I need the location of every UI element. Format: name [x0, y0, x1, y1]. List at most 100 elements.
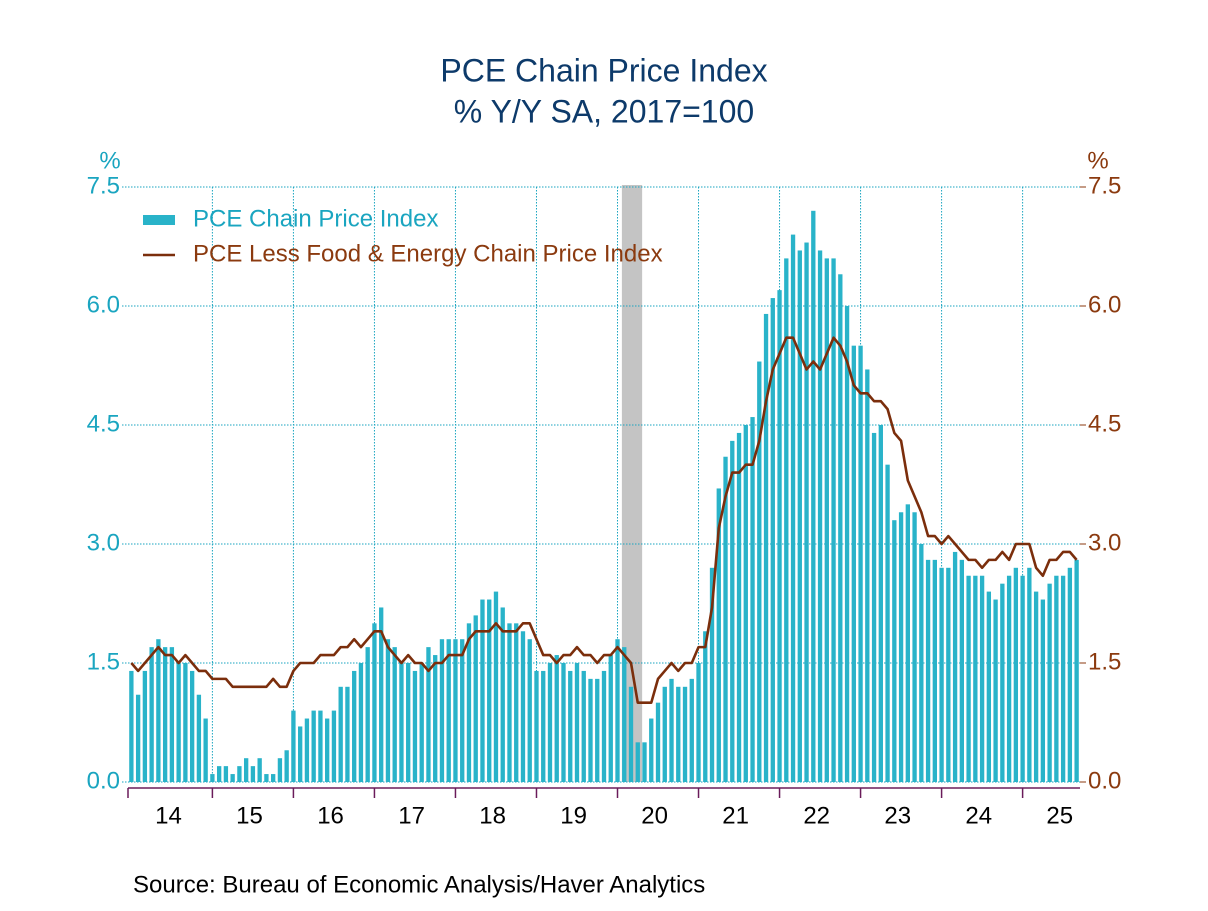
bar: [655, 702, 661, 782]
bar: [635, 742, 640, 782]
bar: [588, 678, 593, 782]
bar: [520, 631, 526, 782]
bar: [129, 670, 134, 782]
bar: [858, 345, 863, 782]
bar: [844, 306, 850, 782]
bar: [487, 599, 492, 782]
bar: [817, 250, 823, 782]
bar: [196, 694, 202, 782]
x-tick-label: 22: [803, 802, 830, 829]
bar: [298, 726, 303, 782]
bar: [156, 639, 161, 782]
bar: [392, 647, 397, 782]
x-tick-label: 17: [398, 802, 425, 829]
bar: [453, 639, 458, 782]
y2-tick-label: 7.5: [1088, 172, 1121, 199]
bar: [372, 623, 377, 782]
bar: [838, 274, 843, 782]
bar: [797, 250, 802, 782]
bar: [642, 742, 647, 782]
bar: [338, 686, 343, 782]
bar: [554, 655, 559, 782]
y2-tick-label: 0.0: [1088, 767, 1121, 794]
bar: [345, 686, 350, 782]
chart-title: PCE Chain Price Index: [440, 52, 767, 88]
bar: [534, 670, 539, 782]
line: [130, 336, 1078, 704]
bar: [311, 710, 316, 782]
bar: [1047, 583, 1052, 782]
bar: [399, 663, 404, 782]
bar: [1060, 575, 1066, 782]
bar: [203, 718, 208, 782]
bar: [149, 647, 154, 782]
y-tick-label: 3.0: [87, 529, 120, 556]
bar: [514, 623, 519, 782]
bar: [831, 258, 836, 782]
x-tick-label: 20: [641, 802, 668, 829]
bar: [770, 298, 775, 782]
bar: [979, 575, 985, 782]
bar: [385, 639, 391, 782]
chart-subtitle: % Y/Y SA, 2017=100: [454, 93, 754, 129]
bar: [574, 663, 580, 782]
y-tick-label: 1.5: [87, 648, 120, 675]
bar: [946, 567, 951, 782]
bar: [223, 766, 229, 782]
legend-label: PCE Less Food & Energy Chain Price Index: [193, 240, 663, 267]
bar: [973, 575, 978, 782]
y2-tick-label: 3.0: [1088, 529, 1121, 556]
bar: [135, 694, 141, 782]
x-tick-label: 14: [155, 802, 182, 829]
bar: [993, 599, 998, 782]
bar: [331, 710, 337, 782]
recession-shade: [621, 185, 643, 782]
bar: [662, 686, 667, 782]
bar: [615, 639, 620, 782]
bar: [885, 464, 890, 782]
bar: [493, 591, 499, 782]
bar: [365, 647, 370, 782]
bar: [176, 663, 181, 782]
bar: [527, 639, 532, 782]
bar: [466, 623, 472, 782]
bar: [865, 369, 870, 782]
bar: [162, 647, 168, 782]
bar: [730, 440, 735, 782]
bar: [628, 686, 634, 782]
bar: [871, 432, 877, 782]
bar: [696, 663, 701, 782]
x-tick-label: 16: [317, 802, 344, 829]
bar: [439, 639, 445, 782]
bar: [959, 559, 965, 782]
y2-unit: %: [1087, 147, 1108, 174]
bar: [1067, 567, 1073, 782]
bar: [500, 607, 505, 782]
bar: [1074, 559, 1079, 782]
bar: [142, 670, 148, 782]
x-tick-label: 24: [965, 802, 992, 829]
bar: [1020, 575, 1025, 782]
bar: [601, 670, 607, 782]
y2-tick-label: 1.5: [1088, 648, 1121, 675]
bar: [676, 686, 681, 782]
x-tick-label: 15: [236, 802, 263, 829]
bar: [419, 663, 424, 782]
bar: [379, 607, 384, 782]
legend-swatch: [143, 215, 175, 225]
y-tick-label: 7.5: [87, 172, 120, 199]
bar: [1054, 575, 1059, 782]
bar: [426, 647, 431, 782]
bar: [433, 655, 438, 782]
bar: [473, 615, 478, 782]
bar: [743, 425, 748, 782]
bar: [649, 718, 654, 782]
bar: [804, 242, 809, 783]
y-tick-label: 6.0: [87, 291, 120, 318]
bar: [1027, 567, 1032, 782]
bar: [709, 567, 715, 782]
x-tick-label: 19: [560, 802, 587, 829]
bar: [898, 512, 904, 782]
bar: [412, 670, 418, 782]
